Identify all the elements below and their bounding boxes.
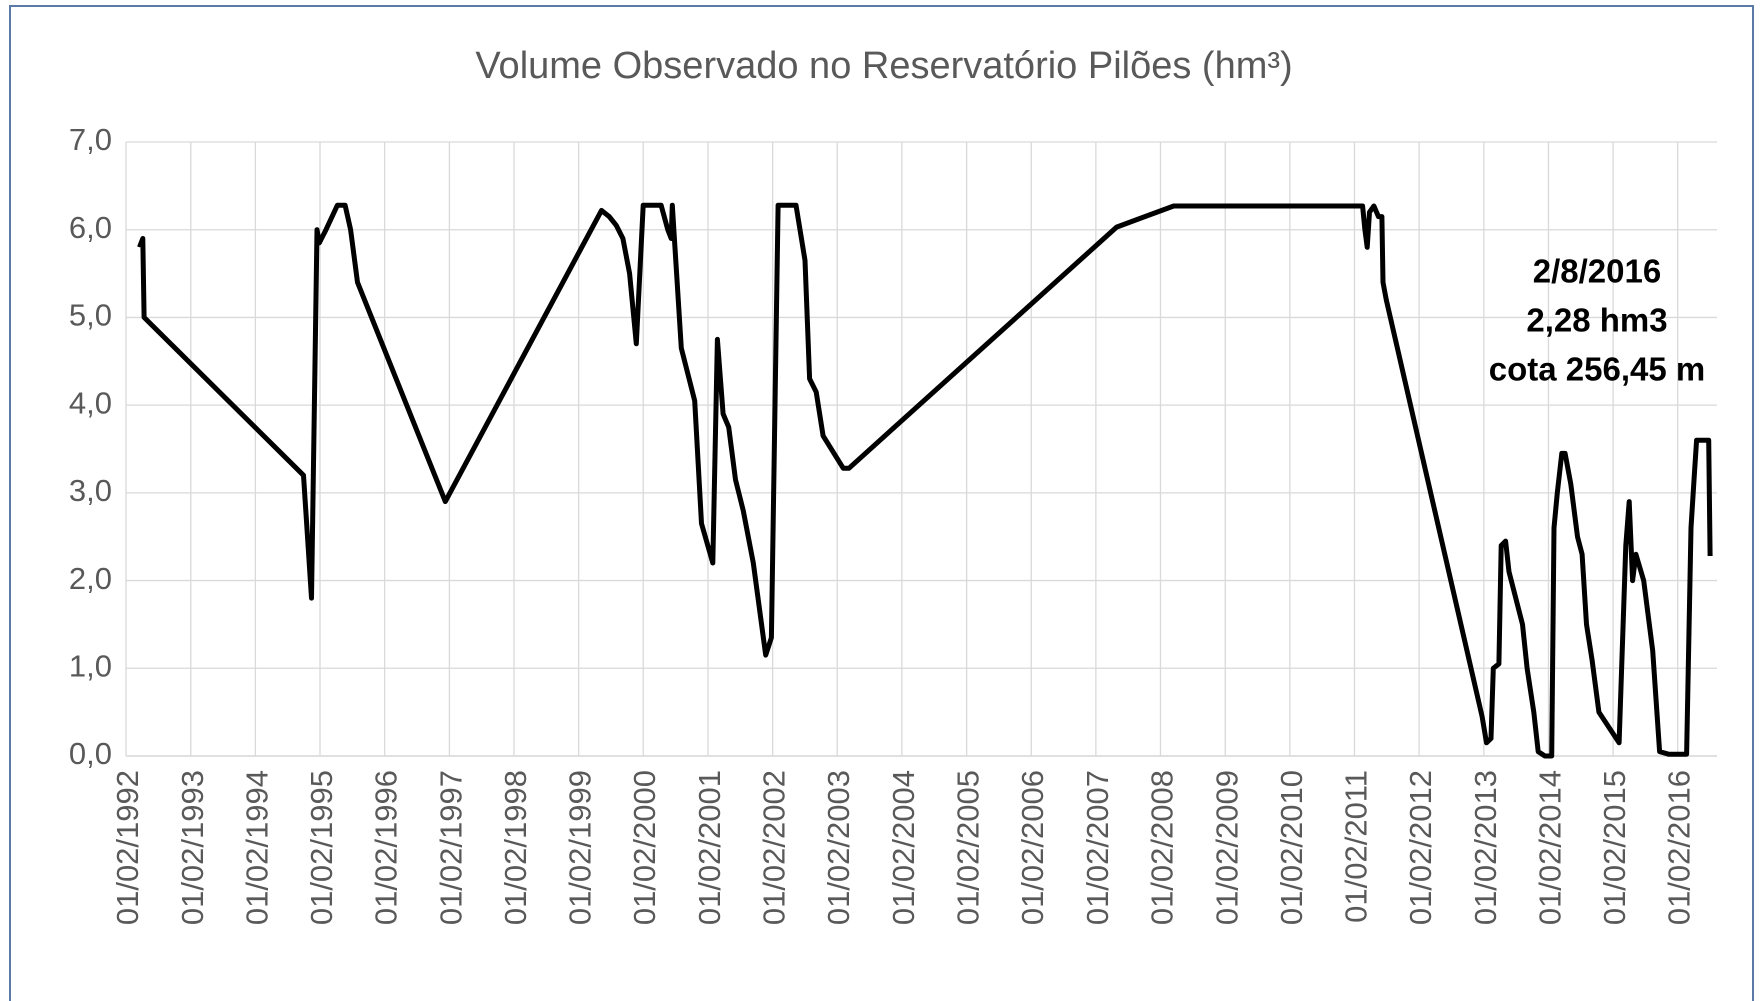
chart-frame <box>9 5 1754 1001</box>
x-tick-label: 01/02/2008 <box>1144 770 1179 925</box>
y-tick-label: 2,0 <box>69 561 112 596</box>
x-tick-label: 01/02/1995 <box>304 770 339 925</box>
x-tick-label: 01/02/2007 <box>1080 770 1115 925</box>
y-tick-label: 6,0 <box>69 210 112 245</box>
annotation: cota 256,45 m <box>1489 351 1705 388</box>
annotation: 2/8/2016 <box>1533 253 1661 290</box>
x-tick-label: 01/02/2003 <box>821 770 856 925</box>
x-tick-label: 01/02/2005 <box>951 770 986 925</box>
x-tick-label: 01/02/2014 <box>1532 770 1567 925</box>
x-tick-label: 01/02/2013 <box>1468 770 1503 925</box>
x-tick-label: 01/02/1994 <box>239 770 274 925</box>
x-tick-label: 01/02/1993 <box>175 770 210 925</box>
x-tick-label: 01/02/2002 <box>757 770 792 925</box>
x-tick-label: 01/02/1992 <box>110 770 145 925</box>
y-tick-label: 0,0 <box>69 736 112 771</box>
x-tick-label: 01/02/2012 <box>1403 770 1438 925</box>
x-tick-label: 01/02/2009 <box>1209 770 1244 925</box>
y-tick-label: 4,0 <box>69 385 112 420</box>
x-tick-label: 01/02/1998 <box>498 770 533 925</box>
x-tick-label: 01/02/2001 <box>692 770 727 925</box>
x-tick-label: 01/02/1996 <box>369 770 404 925</box>
x-tick-label: 01/02/2006 <box>1015 770 1050 925</box>
x-tick-label: 01/02/2016 <box>1662 770 1697 925</box>
series-line <box>137 202 1713 759</box>
x-tick-label: 01/02/2010 <box>1274 770 1309 925</box>
x-tick-label: 01/02/2004 <box>886 770 921 925</box>
annotation: 2,28 hm3 <box>1526 302 1667 339</box>
chart-title: Volume Observado no Reservatório Pilões … <box>475 45 1292 87</box>
y-tick-label: 5,0 <box>69 298 112 333</box>
x-tick-label: 01/02/1997 <box>433 770 468 925</box>
x-tick-label: 01/02/2015 <box>1597 770 1632 925</box>
y-tick-label: 1,0 <box>69 648 112 683</box>
y-tick-label: 3,0 <box>69 473 112 508</box>
x-tick-label: 01/02/1999 <box>563 770 598 925</box>
x-tick-label: 01/02/2000 <box>627 770 662 925</box>
y-tick-label: 7,0 <box>69 122 112 157</box>
x-tick-label: 01/02/2011 <box>1338 770 1373 923</box>
